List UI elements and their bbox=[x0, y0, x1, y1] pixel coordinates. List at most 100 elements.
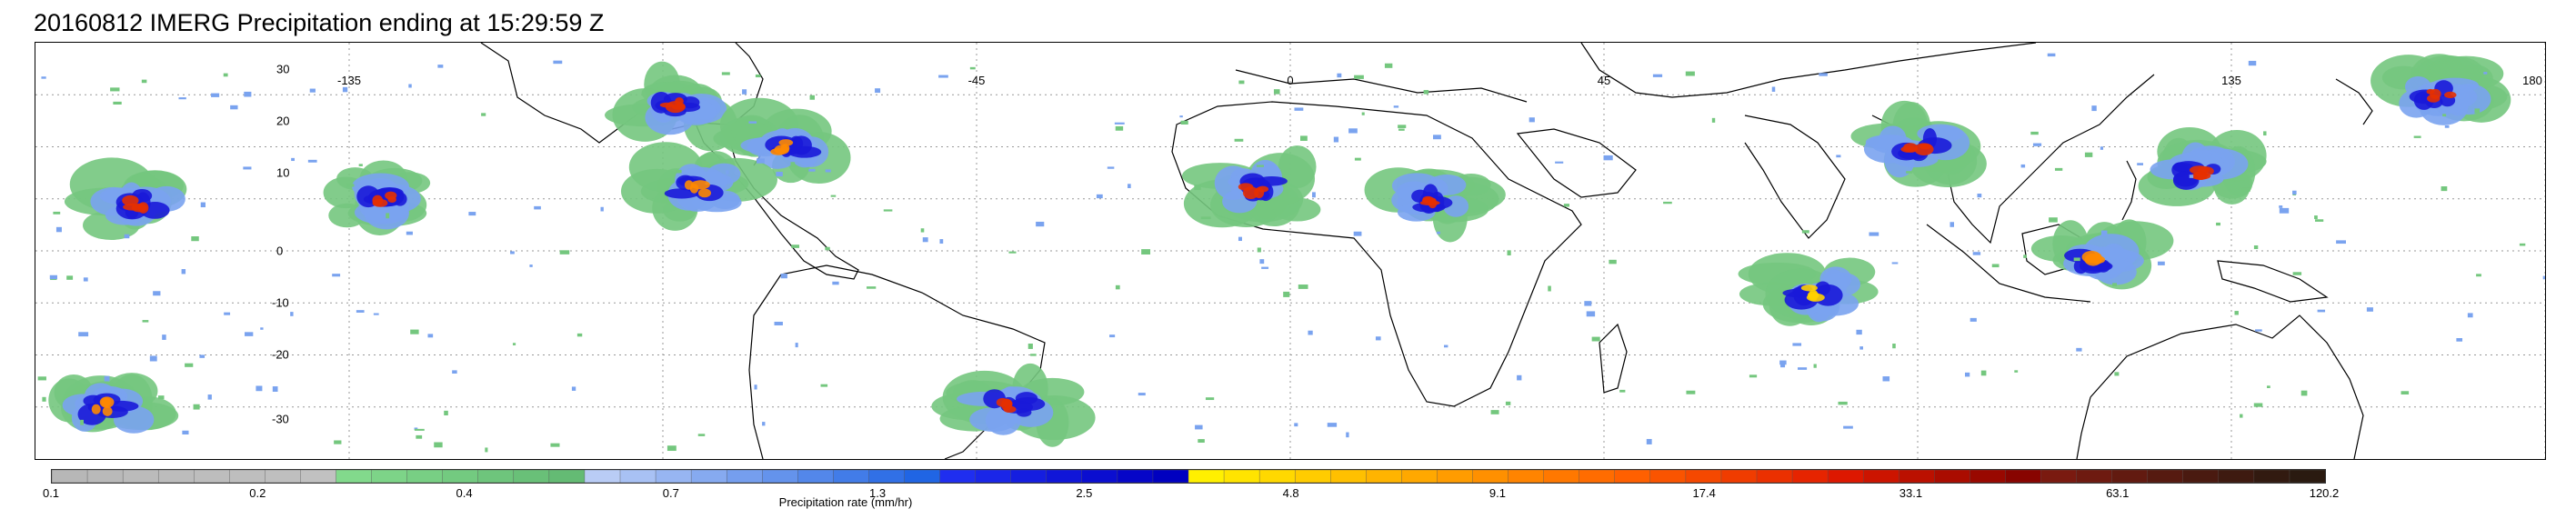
precip-speckle bbox=[1294, 107, 1304, 111]
precip-speckle bbox=[938, 75, 948, 78]
precip-speckle bbox=[1603, 155, 1613, 161]
precip-cluster bbox=[931, 363, 1096, 447]
precip-speckle bbox=[1859, 346, 1863, 350]
precip-speckle bbox=[2023, 255, 2027, 258]
precip-speckle bbox=[1843, 425, 1853, 429]
precip-speckle bbox=[2189, 175, 2194, 178]
colorbar-tick-label: 0.1 bbox=[42, 486, 60, 500]
lat-label-30s: -30 bbox=[272, 412, 289, 426]
colorbar-swatch bbox=[2111, 470, 2149, 483]
precip-speckle bbox=[1234, 138, 1244, 142]
precip-speckle bbox=[1977, 194, 1982, 198]
colorbar-swatch bbox=[1970, 470, 2007, 483]
precip-speckle bbox=[2157, 261, 2165, 265]
precip-speckle bbox=[256, 385, 263, 392]
precip-speckle bbox=[754, 384, 757, 390]
precip-speckle bbox=[2441, 185, 2448, 192]
precip-speckle bbox=[2314, 215, 2318, 220]
precip-speckle bbox=[41, 76, 46, 79]
precip-speckle bbox=[1200, 216, 1211, 220]
precip-speckle bbox=[1882, 376, 1890, 382]
precip-blob bbox=[1800, 284, 1818, 292]
precip-speckle bbox=[468, 212, 476, 216]
precip-blob bbox=[2073, 258, 2089, 274]
colorbar-swatch bbox=[762, 470, 799, 483]
precip-speckle bbox=[181, 269, 186, 274]
precip-speckle bbox=[410, 329, 419, 334]
precip-speckle bbox=[576, 333, 583, 337]
colorbar-swatch bbox=[2005, 470, 2042, 483]
precip-speckle bbox=[2444, 125, 2450, 128]
precip-blob bbox=[1806, 293, 1825, 302]
colorbar-swatch bbox=[904, 470, 941, 483]
precip-speckle bbox=[291, 157, 295, 162]
precip-speckle bbox=[774, 321, 783, 325]
precip-speckle bbox=[2279, 207, 2290, 214]
lat-label-30n: 30 bbox=[276, 62, 290, 76]
precip-speckle bbox=[550, 443, 560, 447]
precip-speckle bbox=[1819, 73, 1828, 76]
precip-speckle bbox=[1327, 423, 1338, 427]
precip-speckle bbox=[178, 97, 186, 100]
precip-speckle bbox=[1856, 329, 1862, 335]
precip-speckle bbox=[66, 275, 74, 280]
precip-cluster bbox=[64, 157, 187, 240]
precip-speckle bbox=[2255, 329, 2262, 332]
colorbar-tick-label: 0.2 bbox=[249, 486, 266, 500]
precip-cluster bbox=[713, 97, 851, 184]
precip-speckle bbox=[434, 442, 443, 448]
precip-speckle bbox=[199, 354, 205, 358]
colorbar-swatch bbox=[86, 470, 124, 483]
precip-speckle bbox=[1444, 344, 1448, 348]
precip-speckle bbox=[1384, 63, 1393, 68]
precip-blob bbox=[102, 406, 113, 416]
precip-speckle bbox=[481, 113, 486, 116]
precip-speckle bbox=[2542, 275, 2545, 280]
precip-speckle bbox=[676, 169, 682, 174]
precip-speckle bbox=[1273, 89, 1280, 95]
precip-speckle bbox=[2054, 167, 2063, 171]
precip-blob bbox=[1003, 399, 1013, 409]
precip-speckle bbox=[2084, 152, 2093, 157]
precip-speckle bbox=[386, 213, 390, 219]
precip-speckle bbox=[1398, 125, 1407, 128]
precip-speckle bbox=[1780, 364, 1786, 368]
precip-speckle bbox=[185, 363, 194, 367]
precip-speckle bbox=[1180, 120, 1188, 125]
precip-speckle bbox=[2100, 146, 2104, 150]
precip-speckle bbox=[830, 195, 837, 197]
precip-speckle bbox=[1517, 374, 1522, 381]
precip-speckle bbox=[243, 166, 252, 170]
precip-speckle bbox=[2137, 163, 2143, 165]
colorbar-swatch bbox=[1649, 470, 1687, 483]
colorbar bbox=[51, 469, 2326, 484]
precip-blob bbox=[1238, 183, 1254, 191]
precip-blob bbox=[697, 188, 711, 198]
precip-speckle bbox=[2413, 135, 2421, 138]
precip-speckle bbox=[1970, 317, 1977, 322]
colorbar-swatch bbox=[1188, 470, 1225, 483]
colorbar-swatch bbox=[1117, 470, 1154, 483]
precip-speckle bbox=[825, 169, 831, 173]
lon-label-0: 0 bbox=[1287, 74, 1294, 87]
precip-speckle bbox=[2292, 190, 2297, 195]
precip-speckle bbox=[1398, 128, 1405, 131]
colorbar-swatch bbox=[2182, 470, 2220, 483]
precip-speckle bbox=[2317, 309, 2326, 313]
precip-speckle bbox=[2014, 370, 2019, 373]
precip-speckle bbox=[1008, 251, 1017, 254]
precip-speckle bbox=[1749, 374, 1758, 378]
colorbar-swatch bbox=[1720, 470, 1758, 483]
precip-blob bbox=[790, 135, 812, 155]
precip-speckle bbox=[1652, 74, 1663, 77]
precip-speckle bbox=[223, 73, 228, 77]
precip-cluster bbox=[605, 61, 737, 152]
precip-blob bbox=[2081, 251, 2101, 264]
precip-speckle bbox=[1792, 343, 1802, 346]
precip-blob bbox=[2193, 171, 2208, 181]
colorbar-swatch bbox=[2040, 470, 2078, 483]
precip-speckle bbox=[1348, 128, 1358, 134]
precip-speckle bbox=[193, 404, 200, 410]
precip-speckle bbox=[2100, 230, 2108, 236]
precip-speckle bbox=[2476, 274, 2481, 277]
